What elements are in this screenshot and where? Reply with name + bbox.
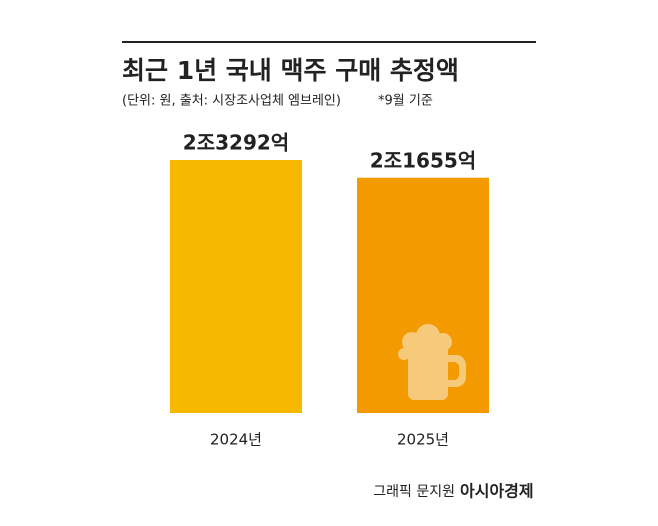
chart-title: 최근 1년 국내 맥주 구매 추정액 <box>122 56 459 85</box>
bar <box>170 160 302 413</box>
value-label: 2조1655억 <box>370 148 476 172</box>
x-tick-label: 2025년 <box>397 431 449 449</box>
beer-icon <box>398 324 466 400</box>
x-tick-label: 2024년 <box>210 431 262 449</box>
credit: 그래픽 문지원 <box>373 484 455 500</box>
chart-subtitle: (단위: 원, 출처: 시장조사업체 엠브레인) <box>122 94 341 109</box>
source: 아시아경제 <box>460 482 534 501</box>
value-label: 2조3292억 <box>183 131 289 155</box>
chart-note: *9월 기준 <box>378 94 433 109</box>
